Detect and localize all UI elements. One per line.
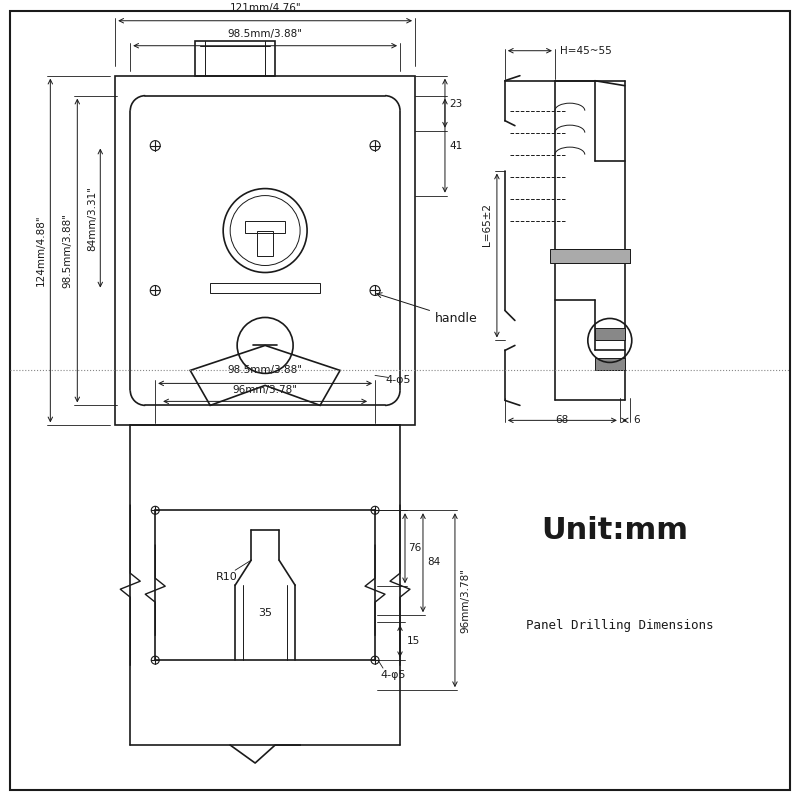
Text: 98.5mm/3.88": 98.5mm/3.88" xyxy=(228,29,302,38)
Bar xyxy=(115,76,415,426)
Bar xyxy=(210,283,320,294)
Text: 68: 68 xyxy=(556,415,569,426)
Bar xyxy=(550,249,630,262)
Bar xyxy=(595,358,625,370)
Text: handle: handle xyxy=(377,293,478,326)
Bar xyxy=(245,221,285,233)
Bar xyxy=(195,41,275,76)
Text: 84mm/3.31": 84mm/3.31" xyxy=(87,186,98,250)
Text: Unit:mm: Unit:mm xyxy=(542,516,688,545)
Text: 76: 76 xyxy=(408,543,422,554)
Text: Panel Drilling Dimensions: Panel Drilling Dimensions xyxy=(526,618,714,632)
Text: 121mm/4.76": 121mm/4.76" xyxy=(230,2,301,13)
Text: H=45~55: H=45~55 xyxy=(560,46,611,56)
Text: 98.5mm/3.88": 98.5mm/3.88" xyxy=(62,213,72,288)
Text: 41: 41 xyxy=(449,141,462,150)
Text: 15: 15 xyxy=(407,636,420,646)
Text: R10: R10 xyxy=(215,572,237,582)
Bar xyxy=(595,329,625,341)
Text: 96mm/3.78": 96mm/3.78" xyxy=(233,386,298,395)
Text: 35: 35 xyxy=(258,608,272,618)
Text: 6: 6 xyxy=(633,415,639,426)
Text: L=65±2: L=65±2 xyxy=(482,203,492,246)
Text: 98.5mm/3.88": 98.5mm/3.88" xyxy=(228,366,302,375)
Bar xyxy=(257,230,273,255)
Text: 96mm/3.78": 96mm/3.78" xyxy=(460,568,470,633)
Text: 4-φ5: 4-φ5 xyxy=(385,375,410,386)
Text: 23: 23 xyxy=(449,98,462,109)
Text: 84: 84 xyxy=(427,558,440,567)
Text: 124mm/4.88": 124mm/4.88" xyxy=(35,214,46,286)
Text: 4-φ5: 4-φ5 xyxy=(380,670,406,680)
